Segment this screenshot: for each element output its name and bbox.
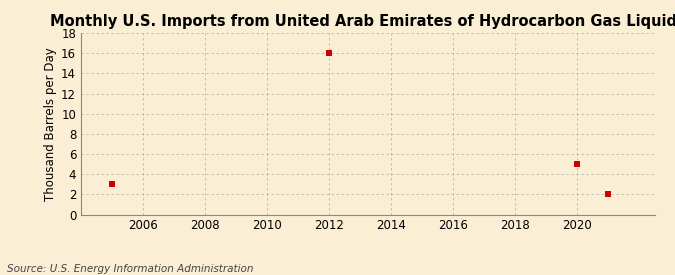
Text: Source: U.S. Energy Information Administration: Source: U.S. Energy Information Administ… [7, 264, 253, 274]
Y-axis label: Thousand Barrels per Day: Thousand Barrels per Day [44, 47, 57, 201]
Point [324, 51, 335, 55]
Title: Monthly U.S. Imports from United Arab Emirates of Hydrocarbon Gas Liquids: Monthly U.S. Imports from United Arab Em… [50, 14, 675, 29]
Point [572, 162, 583, 166]
Point [603, 192, 614, 197]
Point [107, 182, 117, 186]
